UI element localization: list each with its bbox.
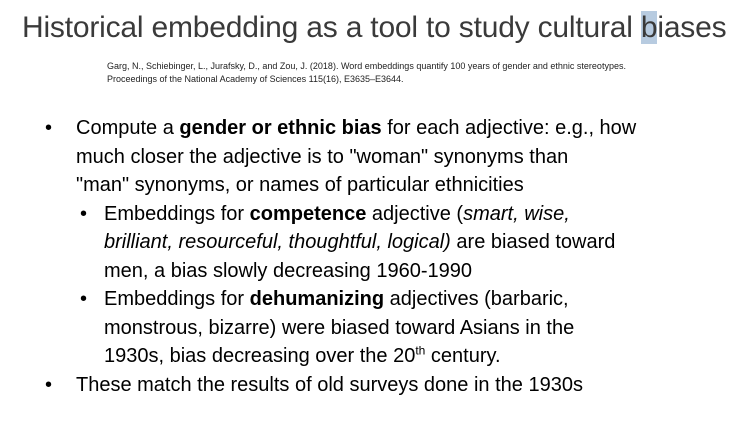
citation-line-2: Proceedings of the National Academy of S… (107, 74, 404, 84)
bullet-italic-text: brilliant, resourceful, thoughtful, logi… (104, 231, 451, 253)
sub-bullet-dehumanizing: • Embeddings for dehumanizing adjectives… (0, 285, 724, 371)
bullet-compute-bias: • Compute a gender or ethnic bias for ea… (0, 114, 726, 200)
bullet-line: brilliant, resourceful, thoughtful, logi… (104, 228, 724, 257)
bullet-dot: • (80, 202, 88, 225)
bullet-text: 1930s, bias decreasing over the 20 (104, 345, 416, 367)
bullet-text: century. (425, 345, 501, 367)
bullet-bold-text: competence (249, 202, 367, 225)
bullet-line: Compute a gender or ethnic bias for each… (76, 114, 726, 143)
bullet-dot: • (45, 117, 53, 139)
bullet-text: are biased toward (450, 231, 616, 253)
title-text-end: iases (657, 11, 727, 44)
superscript: th (415, 343, 426, 358)
title-selection-highlight[interactable]: b (640, 11, 658, 44)
slide-title: Historical embedding as a tool to study … (22, 8, 727, 48)
bullet-line: much closer the adjective is to "woman" … (76, 145, 569, 168)
bullet-text: Embeddings for (104, 288, 250, 310)
sub-bullet-competence: • Embeddings for competence adjective (s… (0, 200, 724, 286)
bullet-line: 1930s, bias decreasing over the 20th cen… (104, 342, 724, 371)
bullet-line: These match the results of old surveys d… (76, 373, 583, 396)
bullet-dot: • (45, 373, 53, 396)
bullet-italic-text: smart, wise, (463, 202, 570, 225)
bullet-text: Embeddings for (104, 202, 250, 225)
bullet-line: monstrous, bizarre) were biased toward A… (104, 316, 575, 339)
bullet-text: adjective ( (366, 202, 464, 225)
bullet-text: adjectives (barbaric, (384, 288, 569, 310)
citation-line-1: Garg, N., Schiebinger, L., Jurafsky, D.,… (107, 61, 626, 71)
bullet-line: men, a bias slowly decreasing 1960-1990 (104, 259, 472, 282)
bullet-line: Embeddings for dehumanizing adjectives (… (104, 285, 724, 314)
bullet-bold-text: gender or ethnic bias (179, 117, 382, 139)
bullet-text: Compute a (76, 117, 180, 139)
bullet-text: for each adjective: e.g., how (381, 117, 637, 139)
bullet-list: • Compute a gender or ethnic bias for ea… (0, 114, 742, 399)
bullet-line: "man" synonyms, or names of particular e… (76, 174, 524, 196)
bullet-dot: • (80, 288, 88, 310)
bullet-surveys: • These match the results of old surveys… (0, 371, 726, 400)
citation: Garg, N., Schiebinger, L., Jurafsky, D.,… (107, 60, 737, 86)
bullet-line: Embeddings for competence adjective (sma… (104, 200, 724, 229)
title-text: Historical embedding as a tool to study … (22, 11, 641, 44)
bullet-bold-text: dehumanizing (249, 288, 385, 310)
